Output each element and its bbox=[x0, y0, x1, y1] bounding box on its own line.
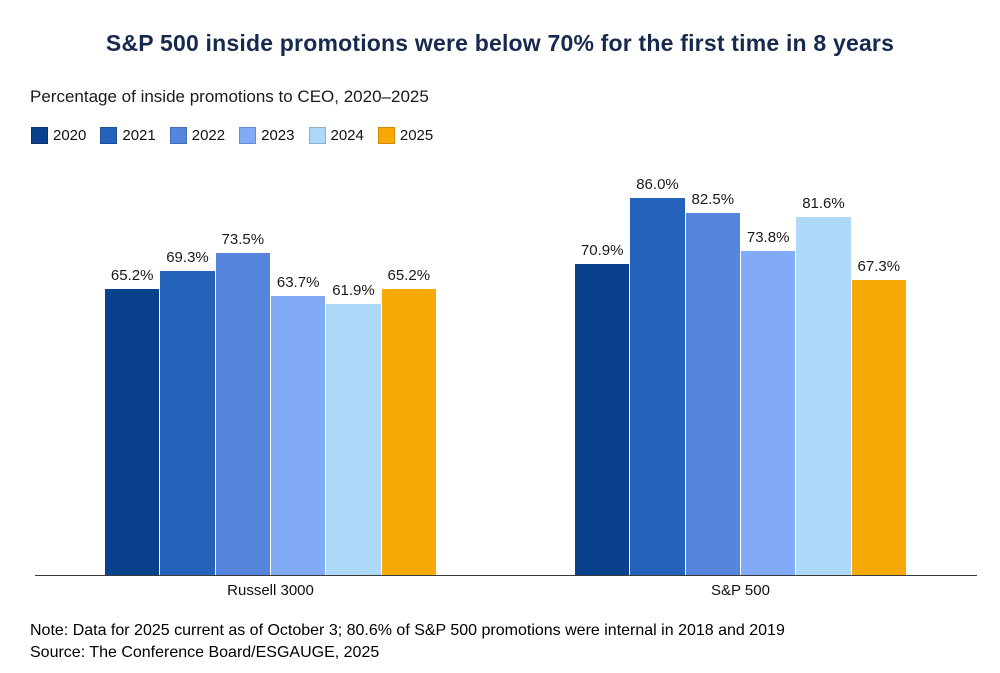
legend-swatch-2022 bbox=[169, 127, 187, 144]
legend-label: 2024 bbox=[330, 127, 364, 144]
legend-item-2021: 2021 bbox=[100, 127, 156, 144]
chart-legend: 2020 2021 2022 2023 2024 2025 bbox=[31, 127, 447, 144]
bar-s-p-500-2020 bbox=[575, 264, 630, 576]
bar-slot-2020: 70.9% bbox=[575, 136, 630, 576]
bar-value-label: 73.5% bbox=[221, 230, 265, 248]
legend-label: 2022 bbox=[191, 127, 226, 144]
legend-swatch-2025 bbox=[377, 127, 395, 144]
bar-russell-3000-2023 bbox=[270, 295, 326, 576]
bar-s-p-500-2023 bbox=[740, 251, 796, 576]
bar-slot-2025: 65.2% bbox=[381, 136, 436, 576]
category-label-russell-3000: Russell 3000 bbox=[227, 582, 314, 599]
bar-slot-2022: 73.5% bbox=[215, 136, 270, 576]
legend-item-2020: 2020 bbox=[31, 127, 86, 144]
bar-s-p-500-2025 bbox=[851, 279, 906, 576]
plot-area: 65.2% 69.3% 73.5% 63.7% 61.9% 65.2% 70.9% 86.0… bbox=[0, 136, 1000, 576]
bar-slot-2021: 86.0% bbox=[630, 136, 685, 576]
legend-label: 2021 bbox=[122, 127, 156, 144]
bar-group-russell-3000: 65.2% 69.3% 73.5% 63.7% 61.9% 65.2% bbox=[105, 136, 436, 576]
bar-value-label: 81.6% bbox=[802, 194, 845, 212]
bar-russell-3000-2021 bbox=[160, 271, 215, 576]
bar-value-label: 61.9% bbox=[332, 281, 375, 299]
bar-value-label: 65.2% bbox=[387, 267, 431, 285]
bar-russell-3000-2024 bbox=[326, 303, 381, 576]
x-axis-line bbox=[35, 575, 977, 576]
bar-slot-2024: 81.6% bbox=[796, 136, 851, 576]
legend-label: 2025 bbox=[399, 127, 434, 144]
bar-group-sp-500: 70.9% 86.0% 82.5% 73.8% 81.6% 67.3% bbox=[575, 136, 906, 576]
bar-russell-3000-2022 bbox=[215, 252, 270, 576]
bar-russell-3000-2025 bbox=[381, 289, 436, 576]
bar-value-label: 69.3% bbox=[166, 249, 209, 267]
legend-item-2024: 2024 bbox=[308, 127, 364, 144]
footnotes: Note: Data for 2025 current as of Octobe… bbox=[30, 620, 785, 664]
legend-label: 2020 bbox=[53, 127, 87, 144]
legend-swatch-2020 bbox=[31, 127, 48, 144]
bar-value-label: 70.9% bbox=[580, 242, 624, 260]
legend-item-2025: 2025 bbox=[377, 127, 434, 144]
source-text: Source: The Conference Board/ESGAUGE, 20… bbox=[30, 644, 380, 661]
legend-swatch-2023 bbox=[239, 127, 257, 144]
legend-swatch-2021 bbox=[100, 127, 118, 144]
legend-swatch-2024 bbox=[308, 127, 326, 144]
bar-s-p-500-2022 bbox=[685, 213, 740, 576]
bar-s-p-500-2024 bbox=[796, 216, 851, 576]
bar-s-p-500-2021 bbox=[630, 197, 685, 576]
bar-russell-3000-2020 bbox=[105, 289, 160, 576]
bar-value-label: 63.7% bbox=[276, 273, 320, 291]
bar-slot-2020: 65.2% bbox=[105, 136, 160, 576]
legend-item-2022: 2022 bbox=[169, 127, 226, 144]
category-label-sp-500: S&P 500 bbox=[711, 582, 770, 599]
bar-slot-2021: 69.3% bbox=[160, 136, 215, 576]
bar-slot-2025: 67.3% bbox=[851, 136, 906, 576]
bar-value-label: 86.0% bbox=[636, 175, 679, 193]
bar-value-label: 73.8% bbox=[746, 229, 790, 247]
bar-value-label: 67.3% bbox=[857, 257, 901, 275]
bar-slot-2022: 82.5% bbox=[685, 136, 740, 576]
bar-slot-2023: 73.8% bbox=[740, 136, 796, 576]
note-text: Note: Data for 2025 current as of Octobe… bbox=[30, 622, 785, 639]
chart-subtitle: Percentage of inside promotions to CEO, … bbox=[30, 87, 429, 106]
bar-slot-2024: 61.9% bbox=[326, 136, 381, 576]
legend-item-2023: 2023 bbox=[239, 127, 295, 144]
bar-slot-2023: 63.7% bbox=[270, 136, 326, 576]
bar-value-label: 82.5% bbox=[691, 191, 735, 208]
chart-title: S&P 500 inside promotions were below 70%… bbox=[105, 30, 895, 56]
legend-label: 2023 bbox=[261, 127, 295, 144]
bar-value-label: 65.2% bbox=[110, 267, 154, 285]
